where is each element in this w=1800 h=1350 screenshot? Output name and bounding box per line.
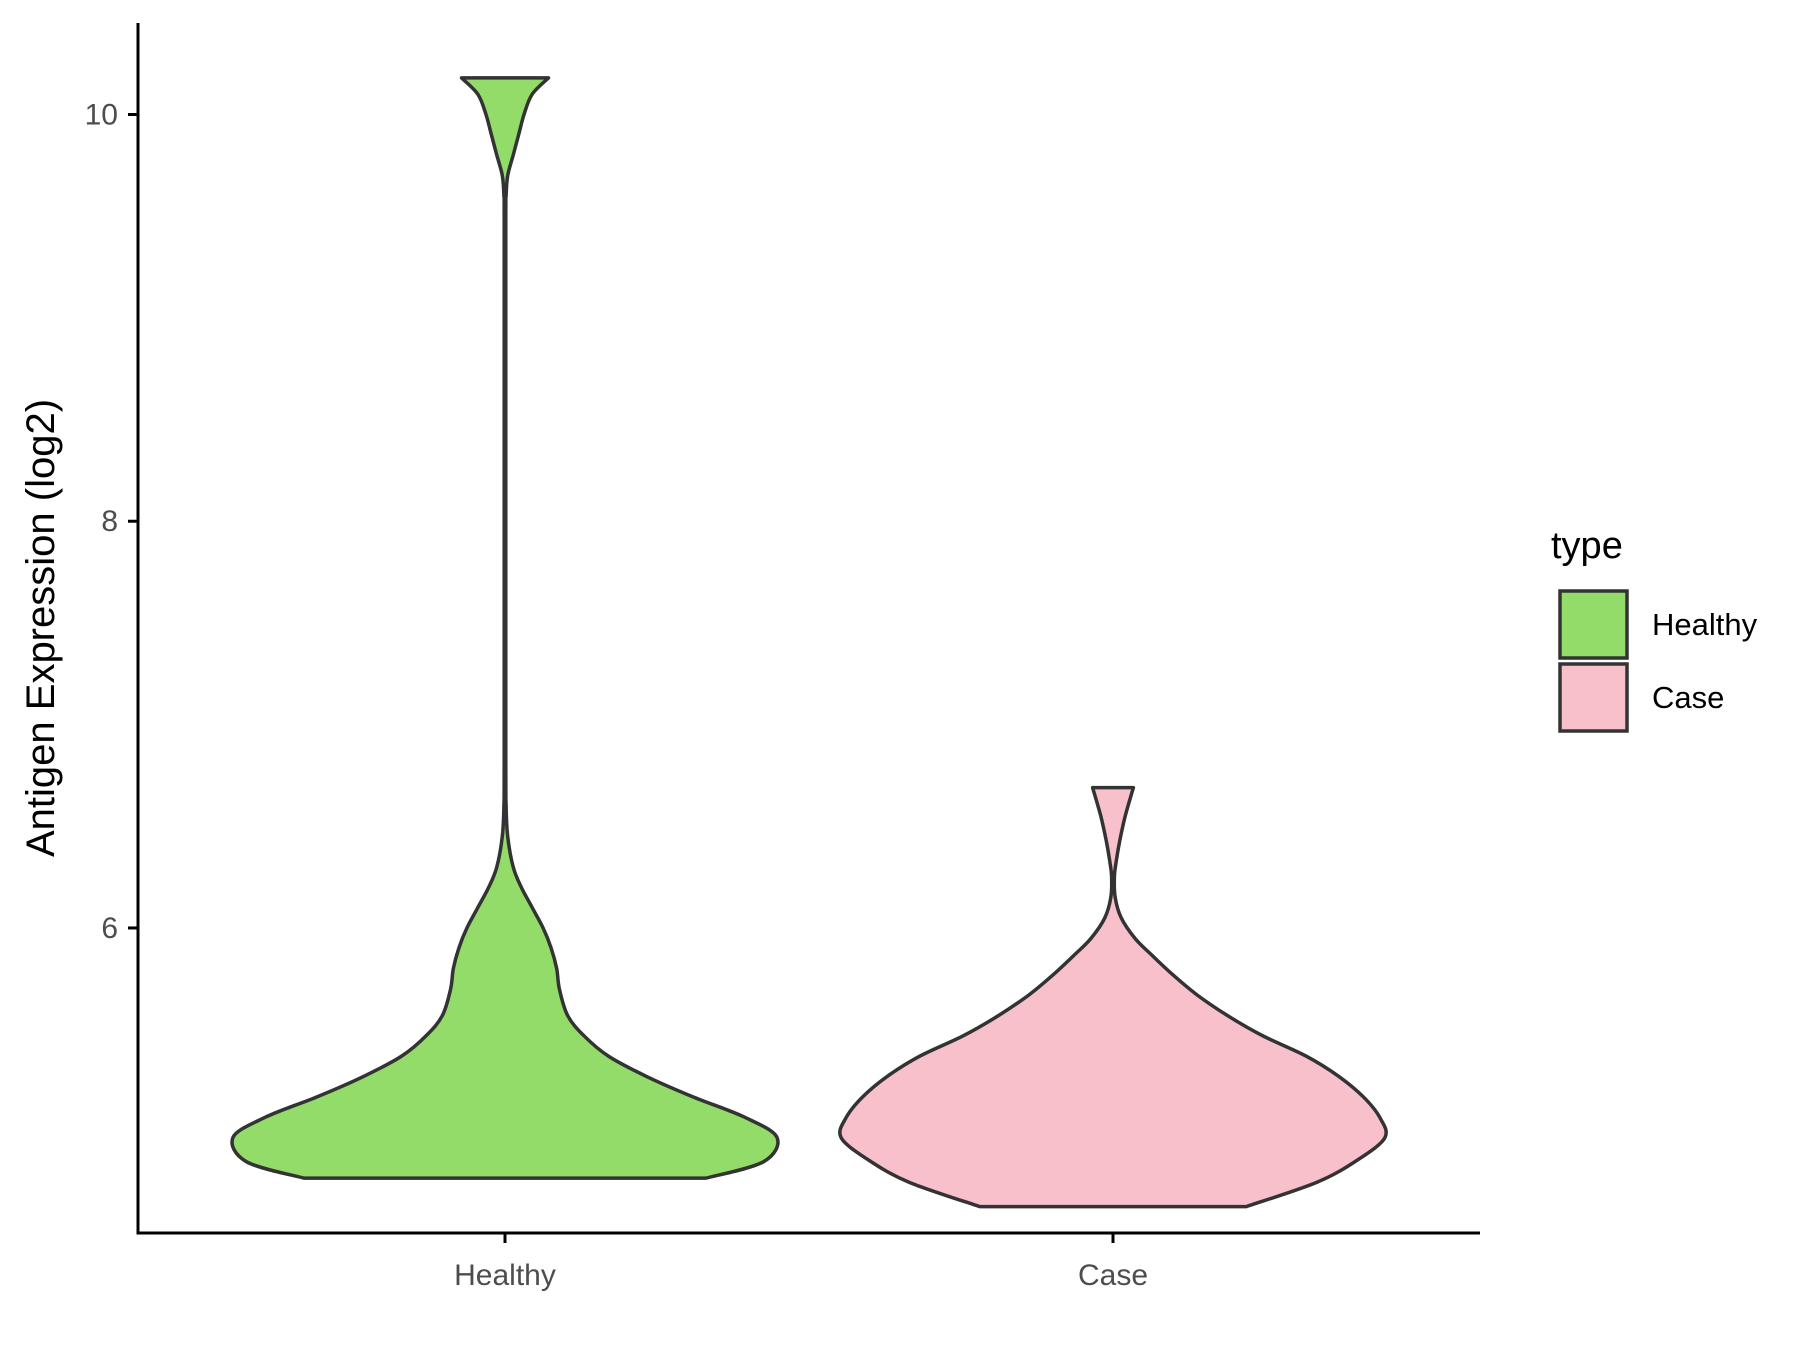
legend-label: Case <box>1652 680 1724 715</box>
y-tick-label: 6 <box>101 912 118 945</box>
y-axis-title: Antigen Expression (log2) <box>19 399 63 857</box>
plot-area <box>230 76 1388 1209</box>
legend: type Healthy Case <box>1551 525 1758 733</box>
x-tick-label: Healthy <box>454 1259 556 1292</box>
y-ticks: 6 8 10 <box>85 99 138 945</box>
axes <box>136 23 1480 1235</box>
legend-entries: Healthy Case <box>1558 589 1758 733</box>
legend-label: Healthy <box>1652 607 1758 642</box>
legend-key <box>1558 662 1629 733</box>
x-ticks: Healthy Case <box>454 1233 1148 1292</box>
y-tick-label: 10 <box>85 99 118 132</box>
legend-key <box>1558 589 1629 660</box>
violin-healthy <box>230 76 780 1180</box>
x-tick-label: Case <box>1078 1259 1148 1292</box>
y-tick-label: 8 <box>101 505 118 538</box>
legend-title: type <box>1551 525 1623 567</box>
violin-case <box>838 785 1388 1209</box>
